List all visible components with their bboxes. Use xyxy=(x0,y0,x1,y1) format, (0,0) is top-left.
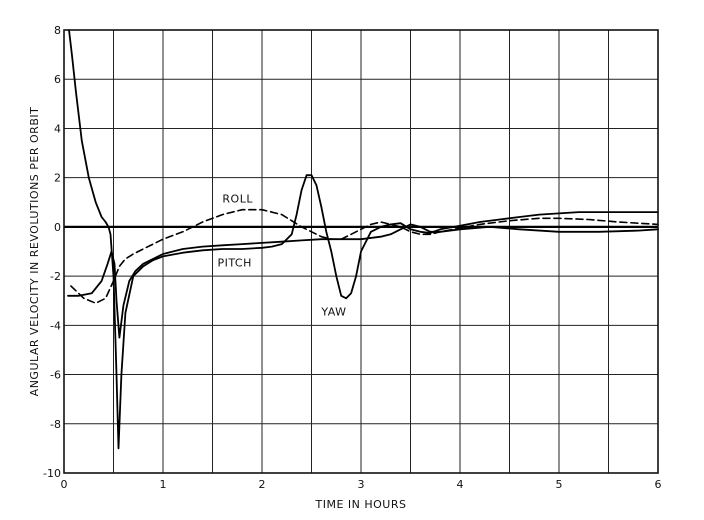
y-axis-title: ANGULAR VELOCITY IN REVOLUTIONS PER ORBI… xyxy=(28,107,41,397)
x-tick-label: 3 xyxy=(358,478,365,491)
x-tick-label: 0 xyxy=(61,478,68,491)
series-line-pitch xyxy=(67,223,659,339)
series-label-yaw: YAW xyxy=(320,305,346,318)
y-tick-label: 4 xyxy=(54,122,61,135)
x-tick-label: 2 xyxy=(259,478,266,491)
y-tick-label: 8 xyxy=(54,24,61,37)
plot-frame xyxy=(63,29,659,474)
x-tick-label: 5 xyxy=(556,478,563,491)
tick-labels: 0 1 2 3 4 5 6 8 6 4 2 0 -2 -4 -6 -8 -10 xyxy=(43,24,661,491)
series-lines xyxy=(67,29,659,450)
series-line-yaw xyxy=(68,29,659,450)
y-tick-label: 2 xyxy=(54,172,61,185)
x-tick-label: 1 xyxy=(160,478,167,491)
series-label-pitch: PITCH xyxy=(217,256,251,269)
y-tick-label: -4 xyxy=(50,319,61,332)
y-tick-label: -6 xyxy=(50,369,61,382)
x-axis-title: TIME IN HOURS xyxy=(315,498,407,511)
x-tick-label: 4 xyxy=(457,478,464,491)
y-tick-label: 6 xyxy=(54,73,61,86)
series-label-roll: ROLL xyxy=(222,192,253,205)
series-labels: ROLL PITCH YAW xyxy=(217,192,346,318)
x-tick-label: 6 xyxy=(655,478,662,491)
y-tick-label: 0 xyxy=(54,221,61,234)
grid xyxy=(64,30,658,473)
y-tick-label: -8 xyxy=(50,418,61,431)
y-tick-label: -10 xyxy=(43,467,61,480)
y-tick-label: -2 xyxy=(50,270,61,283)
